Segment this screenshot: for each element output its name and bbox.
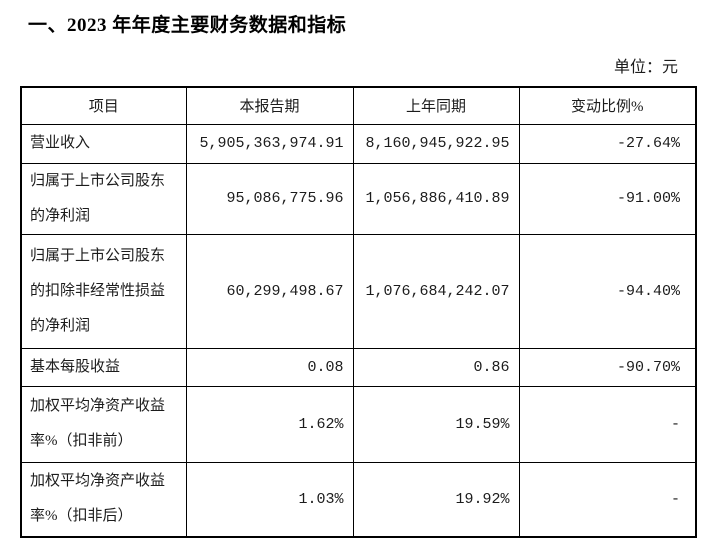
cell-item-label: 营业收入: [20, 123, 187, 164]
cell-prior-value: 19.92%: [352, 461, 520, 538]
unit-label: 单位：元: [613, 59, 678, 76]
section-title: 一、2023 年年度主要财务数据和指标: [28, 15, 347, 36]
cell-item-label: 归属于上市公司股东的扣除非经常性损益的净利润: [20, 233, 187, 349]
column-header-prior-period: 上年同期: [352, 86, 520, 125]
cell-item-label: 加权平均净资产收益率%（扣非前）: [20, 385, 187, 463]
table-row-basic-eps: 基本每股收益 0.08 0.86 -90.70%: [20, 347, 697, 387]
column-header-current-period: 本报告期: [185, 86, 354, 125]
cell-prior-value: 1,076,684,242.07: [352, 233, 520, 349]
cell-current-value: 1.03%: [185, 461, 354, 538]
cell-current-value: 0.08: [185, 347, 354, 387]
cell-change-value: -: [518, 461, 697, 538]
cell-change-value: -27.64%: [518, 123, 697, 164]
cell-change-value: -94.40%: [518, 233, 697, 349]
column-header-item: 项目: [20, 86, 187, 125]
column-header-change-ratio: 变动比例%: [518, 86, 697, 125]
cell-prior-value: 19.59%: [352, 385, 520, 463]
table-header-row: 项目 本报告期 上年同期 变动比例%: [20, 86, 697, 125]
table-row-net-profit-excl-nonrecurring: 归属于上市公司股东的扣除非经常性损益的净利润 60,299,498.67 1,0…: [20, 233, 697, 349]
cell-current-value: 5,905,363,974.91: [185, 123, 354, 164]
cell-current-value: 60,299,498.67: [185, 233, 354, 349]
cell-change-value: -: [518, 385, 697, 463]
table-row-weighted-roe-after: 加权平均净资产收益率%（扣非后） 1.03% 19.92% -: [20, 461, 697, 538]
cell-current-value: 1.62%: [185, 385, 354, 463]
cell-prior-value: 8,160,945,922.95: [352, 123, 520, 164]
cell-prior-value: 0.86: [352, 347, 520, 387]
table-row-net-profit: 归属于上市公司股东的净利润 95,086,775.96 1,056,886,41…: [20, 162, 697, 235]
cell-item-label: 基本每股收益: [20, 347, 187, 387]
financial-data-table: 项目 本报告期 上年同期 变动比例% 营业收入 5,905,363,974.91…: [20, 86, 697, 538]
table-row-weighted-roe-before: 加权平均净资产收益率%（扣非前） 1.62% 19.59% -: [20, 385, 697, 463]
table-row-operating-revenue: 营业收入 5,905,363,974.91 8,160,945,922.95 -…: [20, 123, 697, 164]
cell-change-value: -90.70%: [518, 347, 697, 387]
cell-change-value: -91.00%: [518, 162, 697, 235]
cell-item-label: 归属于上市公司股东的净利润: [20, 162, 187, 235]
cell-prior-value: 1,056,886,410.89: [352, 162, 520, 235]
cell-item-label: 加权平均净资产收益率%（扣非后）: [20, 461, 187, 538]
cell-current-value: 95,086,775.96: [185, 162, 354, 235]
